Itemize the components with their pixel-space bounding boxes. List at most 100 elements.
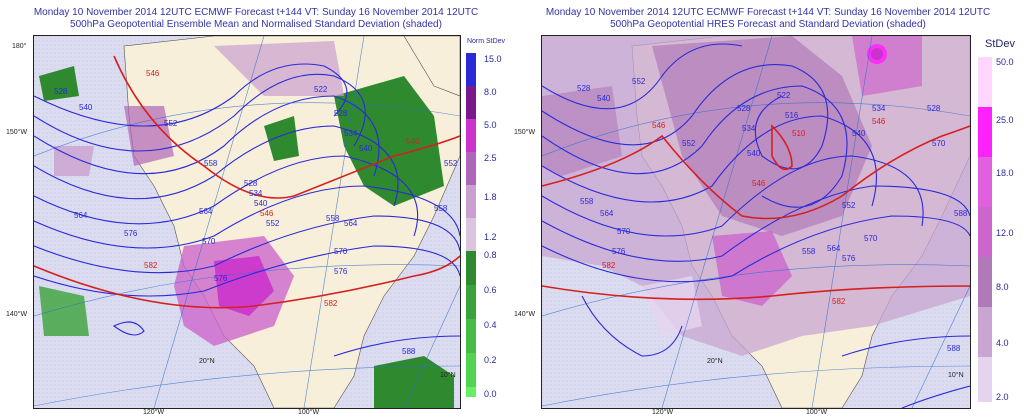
left-map: 528 540 546 552 522 528 534 540 546 528 … xyxy=(33,35,461,409)
legend-swatch xyxy=(466,185,476,218)
legend-swatch xyxy=(978,257,992,307)
contour-label: 540 xyxy=(852,129,866,138)
contour-label: 588 xyxy=(402,347,416,356)
legend-swatch xyxy=(466,251,476,285)
left-label-lat-140: 140°W xyxy=(6,311,28,318)
legend-tick: 5.0 xyxy=(484,120,497,130)
right-label-lat-10: 10°N xyxy=(948,372,964,379)
legend-tick: 1.2 xyxy=(484,232,497,242)
contour-label: 552 xyxy=(842,201,856,210)
contour-label: 534 xyxy=(249,189,263,198)
contour-label: 582 xyxy=(144,261,158,270)
legend-tick: 1.8 xyxy=(484,192,497,202)
contour-label: 576 xyxy=(124,229,138,238)
legend-swatch xyxy=(978,207,992,257)
contour-label: 570 xyxy=(334,247,348,256)
legend-tick: 2.0 xyxy=(996,392,1009,402)
contour-label: 576 xyxy=(842,254,856,263)
contour-label: 564 xyxy=(199,207,213,216)
contour-label: 564 xyxy=(74,211,88,220)
legend-tick: 18.0 xyxy=(996,168,1014,178)
contour-label: 582 xyxy=(324,299,338,308)
legend-tick: 0.6 xyxy=(484,285,497,295)
contour-label: 558 xyxy=(434,204,448,213)
contour-label: 570 xyxy=(932,139,946,148)
legend-swatch xyxy=(466,119,476,152)
contour-label: 540 xyxy=(747,149,761,158)
contour-label: 546 xyxy=(260,209,274,218)
contour-label: 534 xyxy=(742,124,756,133)
contour-label: 540 xyxy=(359,144,373,153)
contour-label: 564 xyxy=(600,209,614,218)
legend-swatch xyxy=(466,152,476,185)
contour-label: 558 xyxy=(580,197,594,206)
left-label-lat-10: 10°N xyxy=(440,372,456,379)
left-label-lat-top: 180° xyxy=(12,43,27,50)
right-title-line2: 500hPa Geopotential HRES Forecast and St… xyxy=(610,19,926,30)
contour-label: 570 xyxy=(202,237,216,246)
contour-label: 564 xyxy=(827,244,841,253)
left-title-line1: Monday 10 November 2014 12UTC ECMWF Fore… xyxy=(33,7,479,18)
legend-tick: 50.0 xyxy=(996,57,1014,67)
contour-label: 546 xyxy=(752,179,766,188)
legend-tick: 0.8 xyxy=(484,250,497,260)
contour-label: 528 xyxy=(577,84,591,93)
contour-label: 570 xyxy=(617,227,631,236)
left-legend-title: Norm StDev xyxy=(466,38,506,45)
right-contour-labels: 528 540 552 546 522 516 510 528 534 540 … xyxy=(577,77,968,353)
left-label-lat-20: 20°N xyxy=(199,358,215,365)
legend-swatch xyxy=(466,387,476,397)
contour-label: 582 xyxy=(832,297,846,306)
legend-tick: 8.0 xyxy=(996,282,1009,292)
spread-purple-core xyxy=(712,231,792,306)
contour-label: 546 xyxy=(652,121,666,130)
contour-label: 576 xyxy=(612,247,626,256)
low-spread-green-1 xyxy=(39,66,79,101)
left-label-lat-150: 150°W xyxy=(6,129,28,136)
right-label-lat-140: 140°W xyxy=(514,311,536,318)
contour-label: 528 xyxy=(334,109,348,118)
contour-label: 546 xyxy=(146,69,160,78)
legend-tick: 0.4 xyxy=(484,320,497,330)
contour-label: 552 xyxy=(632,77,646,86)
right-label-lat-150: 150°W xyxy=(514,129,536,136)
left-label-lon-120: 120°W xyxy=(143,409,165,416)
contour-label: 516 xyxy=(785,111,799,120)
contour-label: 528 xyxy=(927,104,941,113)
legend-swatch xyxy=(466,86,476,119)
legend-tick: 0.2 xyxy=(484,355,497,365)
contour-label: 588 xyxy=(947,344,961,353)
high-spread-purple-core xyxy=(214,256,274,316)
contour-label: 510 xyxy=(792,129,806,138)
contour-label: 546 xyxy=(406,137,420,146)
right-label-lon-100: 100°W xyxy=(806,409,828,416)
legend-swatch xyxy=(466,353,476,387)
legend-swatch xyxy=(978,307,992,357)
legend-swatch xyxy=(466,285,476,319)
legend-tick: 12.0 xyxy=(996,228,1014,238)
legend-swatch xyxy=(978,107,992,157)
contour-label: 540 xyxy=(597,94,611,103)
contour-label: 558 xyxy=(326,214,340,223)
legend-tick: 15.0 xyxy=(484,54,502,64)
contour-label: 564 xyxy=(344,219,358,228)
contour-label: 528 xyxy=(54,87,68,96)
contour-label: 552 xyxy=(266,219,280,228)
contour-label: 522 xyxy=(314,85,328,94)
low-spread-green-3 xyxy=(334,76,444,206)
legend-swatch xyxy=(978,357,992,402)
legend-swatch xyxy=(978,157,992,207)
left-label-lon-100: 100°W xyxy=(298,409,320,416)
contour-label: 546 xyxy=(872,117,886,126)
legend-tick: 8.0 xyxy=(484,87,497,97)
contour-label: 540 xyxy=(254,199,268,208)
legend-swatch xyxy=(978,57,992,107)
legend-swatch xyxy=(466,53,476,86)
legend-swatch xyxy=(466,218,476,251)
left-contour-labels: 528 540 546 552 522 528 534 540 546 528 … xyxy=(54,69,458,356)
legend-tick: 2.5 xyxy=(484,153,497,163)
legend-tick: 25.0 xyxy=(996,115,1014,125)
left-map-svg: 528 540 546 552 522 528 534 540 546 528 … xyxy=(34,36,460,408)
contour-label: 558 xyxy=(802,247,816,256)
right-label-lon-120: 120°W xyxy=(652,409,674,416)
